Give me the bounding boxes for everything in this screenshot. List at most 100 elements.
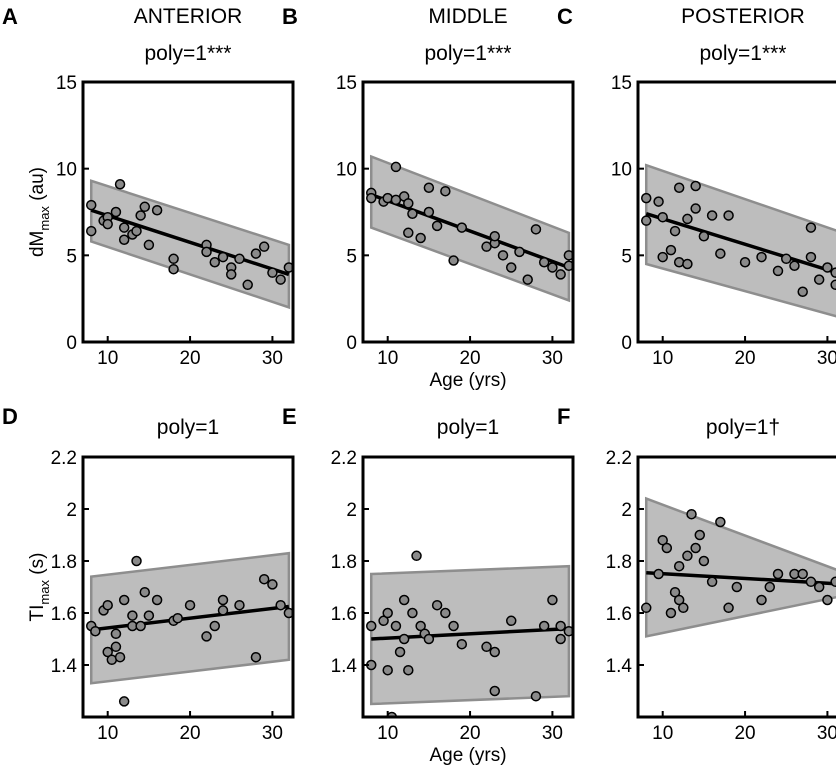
data-point (830, 267, 836, 278)
data-point (489, 646, 501, 658)
y-axis-label-unit: (s) (27, 553, 48, 580)
x-tick-label: 10 (97, 348, 118, 369)
data-point (690, 180, 701, 192)
y-tick-label: 15 (611, 73, 632, 94)
data-point (172, 612, 183, 624)
panel-title: poly=1*** (700, 42, 787, 65)
x-tick-label: 20 (734, 723, 755, 744)
data-point (250, 248, 262, 259)
data-point (715, 516, 726, 528)
data-point (283, 262, 293, 273)
axes-frame (636, 80, 836, 344)
data-point (398, 633, 410, 645)
data-point (830, 279, 836, 291)
data-point (665, 607, 677, 619)
panel-letter: C (557, 4, 573, 29)
x-tick-label: 10 (652, 723, 673, 744)
data-point (682, 258, 693, 270)
data-point (456, 222, 468, 233)
data-point (440, 185, 451, 197)
y-tick-label: 2.2 (606, 448, 632, 469)
data-point (250, 651, 262, 663)
panel-letter: E (282, 404, 297, 429)
x-axis-label: Age (yrs) (429, 745, 506, 766)
data-point (805, 576, 817, 588)
panel-letter: D (2, 404, 18, 429)
data-point (694, 529, 706, 541)
y-tick-label: 10 (611, 160, 632, 181)
y-tick-label: 5 (621, 246, 632, 267)
data-point (275, 274, 286, 285)
data-point (139, 586, 151, 598)
data-point (407, 208, 418, 219)
y-tick-label: 10 (336, 160, 357, 181)
y-axis-label-unit: (au) (27, 167, 48, 206)
data-point (90, 625, 101, 637)
data-point (448, 620, 459, 632)
data-point (706, 210, 718, 221)
data-point (135, 620, 146, 632)
data-point (640, 602, 652, 614)
data-point (530, 690, 542, 702)
data-point (698, 231, 710, 242)
data-point (118, 222, 130, 233)
y-axis-label: dMmax (au) (27, 167, 52, 257)
data-point (682, 213, 693, 225)
data-point (242, 279, 253, 291)
data-point (789, 260, 800, 271)
data-point (673, 594, 685, 606)
y-axis-label-sub: max (37, 206, 52, 231)
data-point (822, 262, 833, 273)
axes-frame (636, 455, 836, 719)
y-axis-label-main: TI (27, 605, 48, 622)
data-point (258, 241, 270, 252)
data-point (805, 251, 817, 263)
y-tick-label: 5 (346, 246, 357, 267)
region-title: MIDDLE (428, 5, 507, 28)
data-point (456, 638, 468, 650)
x-tick-label: 30 (542, 348, 563, 369)
data-point (267, 579, 278, 590)
data-point (118, 594, 130, 606)
x-tick-label: 30 (542, 723, 563, 744)
data-point (657, 534, 668, 546)
panel-a: A ANTERIOR poly=1*** 0 5 10 15 10 20 30 dMmax (au) (2, 4, 295, 369)
x-tick-label: 20 (734, 348, 755, 369)
panel-b: B MIDDLE poly=1*** 0 5 10 15 10 20 30 Age (yrs) (282, 4, 575, 391)
data-point (201, 246, 212, 258)
data-point (85, 199, 97, 211)
data-point (715, 248, 726, 259)
data-point (673, 560, 685, 572)
data-point (139, 201, 151, 213)
x-tick-label: 20 (459, 348, 480, 369)
data-point (143, 610, 155, 621)
data-point (555, 620, 566, 632)
data-point (797, 286, 808, 297)
data-point (669, 225, 681, 237)
data-point (110, 641, 122, 653)
y-tick-label: 2 (66, 500, 77, 521)
data-point (258, 573, 270, 585)
y-tick-label: 1.4 (331, 656, 358, 677)
data-point (547, 262, 558, 273)
y-tick-label: 0 (346, 333, 357, 354)
data-point (669, 586, 681, 598)
plot-area (85, 179, 293, 310)
data-point (398, 594, 410, 606)
data-point (102, 218, 113, 230)
data-point (114, 651, 126, 663)
data-point (497, 250, 509, 261)
panel-letter: B (282, 4, 298, 29)
y-tick-label: 0 (66, 333, 77, 354)
data-point (756, 594, 767, 606)
data-point (168, 263, 179, 275)
y-tick-label: 15 (56, 73, 77, 94)
data-point (678, 602, 689, 614)
data-point (365, 620, 377, 632)
data-point (764, 581, 776, 593)
data-point (538, 620, 550, 632)
data-point (657, 211, 668, 223)
confidence-band (644, 496, 836, 638)
y-tick-label: 1.8 (51, 552, 77, 573)
